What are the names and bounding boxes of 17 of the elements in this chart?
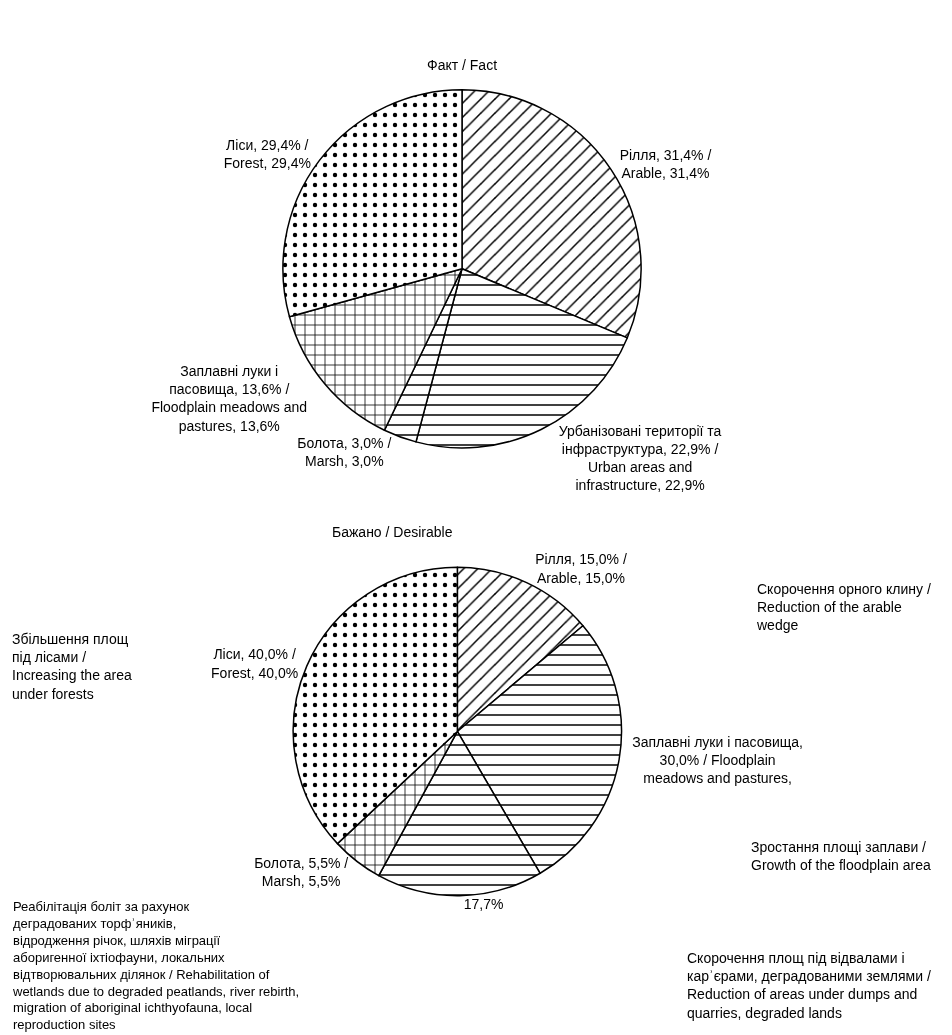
text: Реабілітація боліт за рахунок деградованих торфʾяників, відродження річок, шляхів міграції аборигенної іхтіофауни, локальних відтворювальних ділянок / Rehabilitation of wetlands due to degraded peatlands, river rebirth, migration of aboriginal ichthyofauna, local reproduction sites <box>12 899 300 1033</box>
data-label: Ліси, 40,0% / Forest, 40,0% <box>211 646 299 681</box>
text: Збільшення площ під лісами / Increasing the area under forests <box>12 631 133 702</box>
data-label: Заплавні луки і пасовища, 30,0% / Floodplain meadows and pastures, <box>632 734 803 787</box>
text: Скорочення орного клину / Reduction of the arable wedge <box>756 581 931 634</box>
text: Скорочення площ під відвалами і карʾєрами, деградованими землями / Reduction of areas under dumps and quarries, degraded lands <box>687 950 931 1021</box>
data-label: Рілля, 31,4% / Arable, 31,4% <box>619 147 712 182</box>
data-label: 17,7% <box>463 895 504 912</box>
data-label: Рілля, 15,0% / Arable, 15,0% <box>535 551 627 586</box>
text: Зростання площі заплави / Growth of the floodplain area <box>751 839 931 874</box>
data-label: Ліси, 29,4% / Forest, 29,4% <box>223 137 311 172</box>
chart-title: Факт / Fact <box>427 57 498 73</box>
data-label: Урбанізовані території та інфраструктура, 22,9% / Urban areas and infrastructure, 22,9% <box>558 422 722 494</box>
data-label: Болота, 3,0% / Marsh, 3,0% <box>297 434 392 469</box>
data-label: Болота, 5,5% / Marsh, 5,5% <box>254 854 349 890</box>
chart-title: Бажано / Desirable <box>332 524 453 540</box>
data-label: Заплавні луки і пасовища, 13,6% / Floodplain meadows and pastures, 13,6% <box>151 363 308 434</box>
